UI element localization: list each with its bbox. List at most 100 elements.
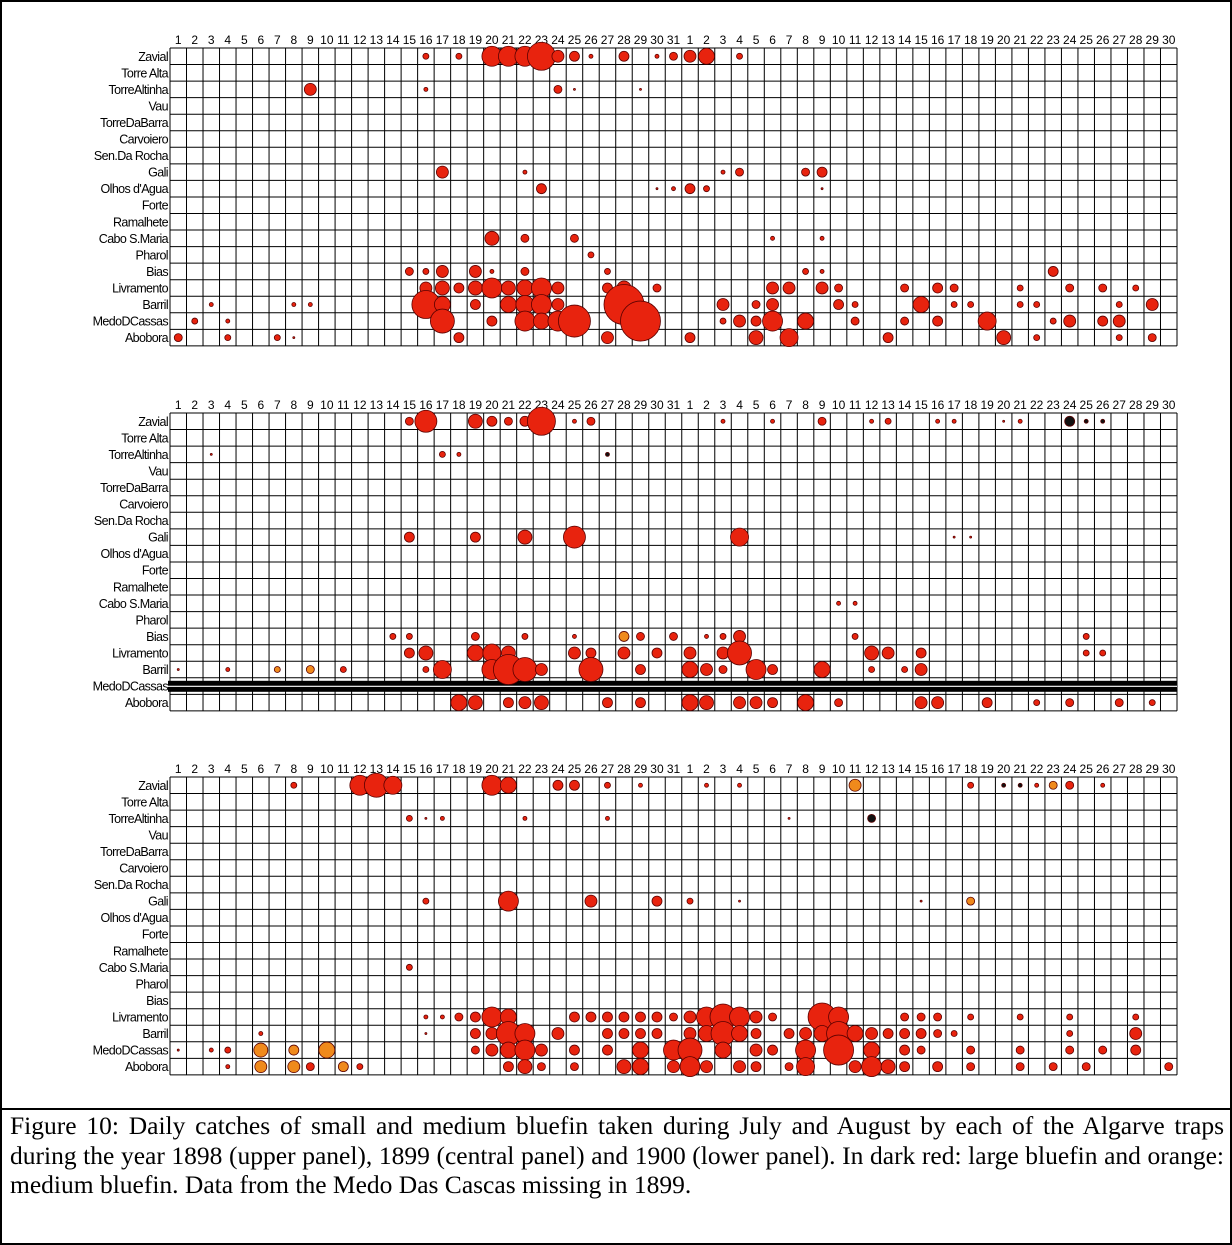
catch-bubble xyxy=(405,814,413,822)
day-label: 4 xyxy=(736,33,743,47)
day-label: 18 xyxy=(452,398,466,412)
catch-bubble xyxy=(817,416,827,426)
catch-bubble xyxy=(779,328,799,348)
catch-bubble xyxy=(485,1043,499,1057)
catch-bubble xyxy=(833,299,844,310)
catch-bubble xyxy=(716,298,730,311)
trap-label: Sen.Da Rocha xyxy=(94,878,169,892)
catch-bubble xyxy=(851,633,859,640)
trap-label: Zavial xyxy=(138,779,168,793)
catch-bubble xyxy=(749,696,763,710)
trap-label: Barril xyxy=(142,1027,168,1041)
trap-label: Bias xyxy=(146,265,168,279)
catch-bubble xyxy=(520,267,530,276)
day-label: 8 xyxy=(290,762,297,776)
day-label: 12 xyxy=(865,33,879,47)
catch-bubble xyxy=(605,815,610,821)
catch-bubble xyxy=(1047,266,1059,277)
catch-bubble xyxy=(881,646,895,660)
catch-bubble xyxy=(224,334,232,342)
catch-bubble xyxy=(700,1060,713,1074)
catch-bubble xyxy=(636,632,645,641)
catch-bubble xyxy=(981,697,993,709)
trap-label: Torre Alta xyxy=(121,66,168,80)
trap-label: Forte xyxy=(142,564,169,578)
catch-bubble xyxy=(796,1057,815,1077)
catch-bubble xyxy=(486,315,498,327)
catch-bubble xyxy=(1065,1045,1075,1055)
day-label: 8 xyxy=(802,398,809,412)
catch-bubble xyxy=(1065,698,1075,708)
catch-bubble xyxy=(1129,1027,1143,1040)
day-label: 16 xyxy=(419,398,433,412)
trap-label: Ramalhete xyxy=(113,580,169,594)
catch-bubble xyxy=(225,667,231,672)
day-label: 8 xyxy=(802,762,809,776)
trap-label: Barril xyxy=(142,663,168,677)
catch-bubble xyxy=(738,899,741,903)
day-label: 14 xyxy=(386,398,400,412)
catch-bubble xyxy=(681,661,699,678)
catch-bubble xyxy=(305,665,315,674)
catch-bubble xyxy=(684,183,696,195)
catch-bubble xyxy=(977,311,997,331)
catch-bubble xyxy=(618,1011,630,1023)
day-label: 16 xyxy=(931,33,945,47)
catch-bubble xyxy=(861,1056,882,1078)
day-label: 13 xyxy=(881,762,895,776)
day-label: 17 xyxy=(436,398,450,412)
catch-bubble xyxy=(720,169,726,175)
day-label: 6 xyxy=(769,33,776,47)
trap-label: Livramento xyxy=(112,281,168,295)
catch-bubble xyxy=(1082,649,1090,657)
catch-bubble xyxy=(535,1043,548,1057)
trap-label: Olhos d'Agua xyxy=(101,911,169,925)
catch-bubble xyxy=(916,1012,926,1022)
catch-bubble xyxy=(602,697,613,709)
catch-bubble xyxy=(514,1039,536,1061)
catch-bubble xyxy=(915,1028,927,1039)
day-label: 15 xyxy=(914,762,928,776)
catch-bubble xyxy=(1063,314,1077,328)
catch-bubble xyxy=(512,657,538,682)
catch-bubble xyxy=(900,1012,910,1022)
catch-bubble xyxy=(1033,699,1041,707)
trap-label: Zavial xyxy=(138,50,168,64)
catch-bubble xyxy=(620,300,661,342)
catch-bubble xyxy=(273,666,281,673)
day-label: 18 xyxy=(964,33,978,47)
catch-bubble xyxy=(1130,1044,1142,1056)
catch-bubble xyxy=(1112,314,1126,328)
day-label: 30 xyxy=(650,398,664,412)
day-label: 17 xyxy=(947,762,961,776)
day-label: 29 xyxy=(634,398,648,412)
day-label: 24 xyxy=(1063,398,1077,412)
day-label: 29 xyxy=(1146,33,1160,47)
catch-bubble xyxy=(605,451,610,457)
catch-bubble xyxy=(770,418,775,424)
catch-bubble xyxy=(405,633,413,640)
catch-bubble xyxy=(533,312,550,330)
catch-bubble xyxy=(1001,782,1007,788)
catch-bubble xyxy=(851,301,859,308)
day-label: 24 xyxy=(551,33,565,47)
day-label: 4 xyxy=(224,33,231,47)
catch-bubble xyxy=(1066,1030,1074,1037)
trap-label: Bias xyxy=(146,630,168,644)
catch-bubble xyxy=(225,318,231,324)
catch-bubble xyxy=(703,185,710,193)
catch-bubble xyxy=(1081,1062,1091,1072)
catch-bubble xyxy=(686,897,694,905)
catch-bubble xyxy=(503,1061,514,1073)
catch-bubble xyxy=(750,1061,762,1073)
catch-bubble xyxy=(797,312,814,330)
day-label: 30 xyxy=(650,762,664,776)
catch-bubble xyxy=(651,1011,663,1023)
day-label: 12 xyxy=(865,398,879,412)
day-label: 13 xyxy=(370,398,384,412)
catch-bubble xyxy=(783,1028,795,1039)
catch-bubble xyxy=(273,334,281,342)
day-label: 30 xyxy=(1162,398,1176,412)
day-label: 22 xyxy=(518,762,532,776)
day-label: 2 xyxy=(703,33,710,47)
